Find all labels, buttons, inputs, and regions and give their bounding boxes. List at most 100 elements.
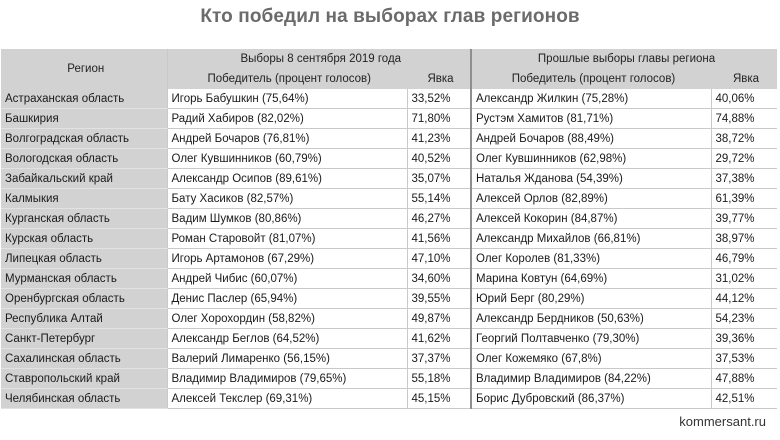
cell-winner-previous: Алексей Кокорин (84,87%) bbox=[470, 208, 712, 229]
cell-winner-previous: Марина Ковтун (64,69%) bbox=[470, 268, 712, 289]
table-header: Регион Выборы 8 сентября 2019 года Прошл… bbox=[1, 49, 778, 89]
source-label: kommersant.ru bbox=[679, 414, 766, 429]
cell-winner-previous: Владимир Владимиров (84,22%) bbox=[470, 368, 712, 389]
cell-winner-2019: Игорь Артамонов (67,29%) bbox=[166, 248, 407, 269]
cell-winner-previous: Рустэм Хамитов (81,71%) bbox=[470, 108, 712, 129]
cell-region: Республика Алтай bbox=[1, 308, 167, 329]
cell-turnout-2019: 55,14% bbox=[406, 188, 472, 209]
cell-turnout-2019: 55,18% bbox=[406, 368, 472, 389]
cell-turnout-previous: 47,88% bbox=[710, 368, 778, 389]
cell-turnout-previous: 38,97% bbox=[710, 228, 778, 249]
cell-winner-2019: Денис Паслер (65,94%) bbox=[166, 288, 407, 309]
cell-turnout-previous: 39,77% bbox=[710, 208, 778, 229]
cell-turnout-2019: 45,15% bbox=[406, 388, 472, 409]
cell-region: Ставропольский край bbox=[1, 368, 167, 389]
cell-winner-2019: Вадим Шумков (80,86%) bbox=[166, 208, 407, 229]
header-group-previous: Прошлые выборы главы региона bbox=[470, 49, 778, 69]
cell-winner-previous: Георгий Полтавченко (79,30%) bbox=[470, 328, 712, 349]
elections-table: Регион Выборы 8 сентября 2019 года Прошл… bbox=[1, 49, 778, 409]
cell-winner-previous: Борис Дубровский (86,37%) bbox=[470, 388, 712, 409]
cell-region: Курганская область bbox=[1, 208, 167, 229]
cell-turnout-2019: 49,87% bbox=[406, 308, 472, 329]
cell-winner-2019: Андрей Бочаров (76,81%) bbox=[166, 128, 407, 149]
table-body: Астраханская область Игорь Бабушкин (75,6… bbox=[1, 89, 778, 409]
cell-turnout-previous: 54,23% bbox=[710, 308, 778, 329]
cell-turnout-2019: 47,10% bbox=[406, 248, 472, 269]
table-row: Санкт-Петербург Александр Беглов (64,52%)… bbox=[1, 328, 778, 349]
table-row: Липецкая область Игорь Артамонов (67,29%)… bbox=[1, 248, 778, 269]
table-row: Курская область Роман Старовойт (81,07%) 4… bbox=[1, 228, 778, 249]
table-row: Оренбургская область Денис Паслер (65,94%… bbox=[1, 288, 778, 309]
cell-winner-2019: Андрей Чибис (60,07%) bbox=[166, 268, 407, 289]
cell-winner-2019: Александр Осипов (89,61%) bbox=[166, 168, 407, 189]
cell-turnout-previous: 40,06% bbox=[710, 89, 778, 109]
cell-region: Астраханская область bbox=[1, 89, 167, 109]
header-region: Регион bbox=[1, 49, 167, 89]
cell-region: Башкирия bbox=[1, 108, 167, 129]
cell-turnout-2019: 41,62% bbox=[406, 328, 472, 349]
table-row: Башкирия Радий Хабиров (82,02%) 71,80% Руст… bbox=[1, 108, 778, 129]
cell-winner-previous: Юрий Берг (80,29%) bbox=[470, 288, 712, 309]
cell-winner-2019: Валерий Лимаренко (56,15%) bbox=[166, 348, 407, 369]
cell-turnout-previous: 39,36% bbox=[710, 328, 778, 349]
cell-winner-2019: Роман Старовойт (81,07%) bbox=[166, 228, 407, 249]
cell-region: Вологодская область bbox=[1, 148, 167, 169]
cell-winner-2019: Радий Хабиров (82,02%) bbox=[166, 108, 407, 129]
cell-winner-previous: Александр Михайлов (66,81%) bbox=[470, 228, 712, 249]
cell-turnout-previous: 38,72% bbox=[710, 128, 778, 149]
cell-turnout-2019: 35,07% bbox=[406, 168, 472, 189]
cell-turnout-2019: 40,52% bbox=[406, 148, 472, 169]
cell-region: Сахалинская область bbox=[1, 348, 167, 369]
cell-turnout-2019: 41,23% bbox=[406, 128, 472, 149]
header-winner-previous: Победитель (процент голосов) bbox=[470, 69, 712, 89]
cell-turnout-previous: 42,51% bbox=[710, 388, 778, 409]
cell-winner-previous: Александр Бердников (50,63%) bbox=[470, 308, 712, 329]
cell-region: Забайкальский край bbox=[1, 168, 167, 189]
cell-winner-previous: Наталья Жданова (54,39%) bbox=[470, 168, 712, 189]
cell-turnout-previous: 44,12% bbox=[710, 288, 778, 309]
cell-winner-previous: Олег Королев (81,33%) bbox=[470, 248, 712, 269]
page-title: Кто победил на выборах глав регионов bbox=[200, 6, 580, 27]
table-row: Сахалинская область Валерий Лимаренко (56… bbox=[1, 348, 778, 369]
cell-turnout-previous: 29,72% bbox=[710, 148, 778, 169]
cell-region: Курская область bbox=[1, 228, 167, 249]
cell-region: Волгоградская область bbox=[1, 128, 167, 149]
cell-winner-previous: Олег Кувшинников (62,98%) bbox=[470, 148, 712, 169]
table-row: Волгоградская область Андрей Бочаров (76,… bbox=[1, 128, 778, 149]
cell-turnout-previous: 37,53% bbox=[710, 348, 778, 369]
cell-turnout-2019: 34,60% bbox=[406, 268, 472, 289]
table-row: Республика Алтай Олег Хорохордин (58,82%)… bbox=[1, 308, 778, 329]
cell-winner-2019: Бату Хасиков (82,57%) bbox=[166, 188, 407, 209]
cell-region: Липецкая область bbox=[1, 248, 167, 269]
table-row: Ставропольский край Владимир Владимиров (… bbox=[1, 368, 778, 389]
table-row: Курганская область Вадим Шумков (80,86%) 4… bbox=[1, 208, 778, 229]
cell-winner-2019: Владимир Владимиров (79,65%) bbox=[166, 368, 407, 389]
table-row: Астраханская область Игорь Бабушкин (75,6… bbox=[1, 89, 778, 109]
cell-turnout-2019: 33,52% bbox=[406, 89, 472, 109]
cell-region: Санкт-Петербург bbox=[1, 328, 167, 349]
cell-turnout-2019: 37,37% bbox=[406, 348, 472, 369]
cell-winner-previous: Олег Кожемяко (67,8%) bbox=[470, 348, 712, 369]
cell-winner-previous: Андрей Бочаров (88,49%) bbox=[470, 128, 712, 149]
header-turnout-2019: Явка bbox=[407, 69, 472, 89]
cell-turnout-previous: 31,02% bbox=[710, 268, 778, 289]
cell-turnout-2019: 39,55% bbox=[406, 288, 472, 309]
cell-turnout-previous: 46,79% bbox=[710, 248, 778, 269]
cell-winner-previous: Алексей Орлов (82,89%) bbox=[470, 188, 712, 209]
cell-region: Оренбургская область bbox=[1, 288, 167, 309]
cell-turnout-previous: 74,88% bbox=[710, 108, 778, 129]
cell-region: Челябинская область bbox=[1, 388, 167, 409]
header-winner-2019: Победитель (процент голосов) bbox=[166, 69, 407, 89]
cell-turnout-2019: 46,27% bbox=[406, 208, 472, 229]
cell-region: Калмыкия bbox=[1, 188, 167, 209]
cell-winner-2019: Игорь Бабушкин (75,64%) bbox=[166, 89, 407, 109]
cell-winner-previous: Александр Жилкин (75,28%) bbox=[470, 89, 712, 109]
header-turnout-previous: Явка bbox=[711, 69, 778, 89]
table-row: Челябинская область Алексей Текслер (69,3… bbox=[1, 388, 778, 409]
table-row: Вологодская область Олег Кувшинников (60,… bbox=[1, 148, 778, 169]
table-row: Мурманская область Андрей Чибис (60,07%) 3… bbox=[1, 268, 778, 289]
cell-region: Мурманская область bbox=[1, 268, 167, 289]
cell-turnout-2019: 71,80% bbox=[406, 108, 472, 129]
cell-turnout-previous: 37,38% bbox=[710, 168, 778, 189]
cell-turnout-2019: 41,56% bbox=[406, 228, 472, 249]
